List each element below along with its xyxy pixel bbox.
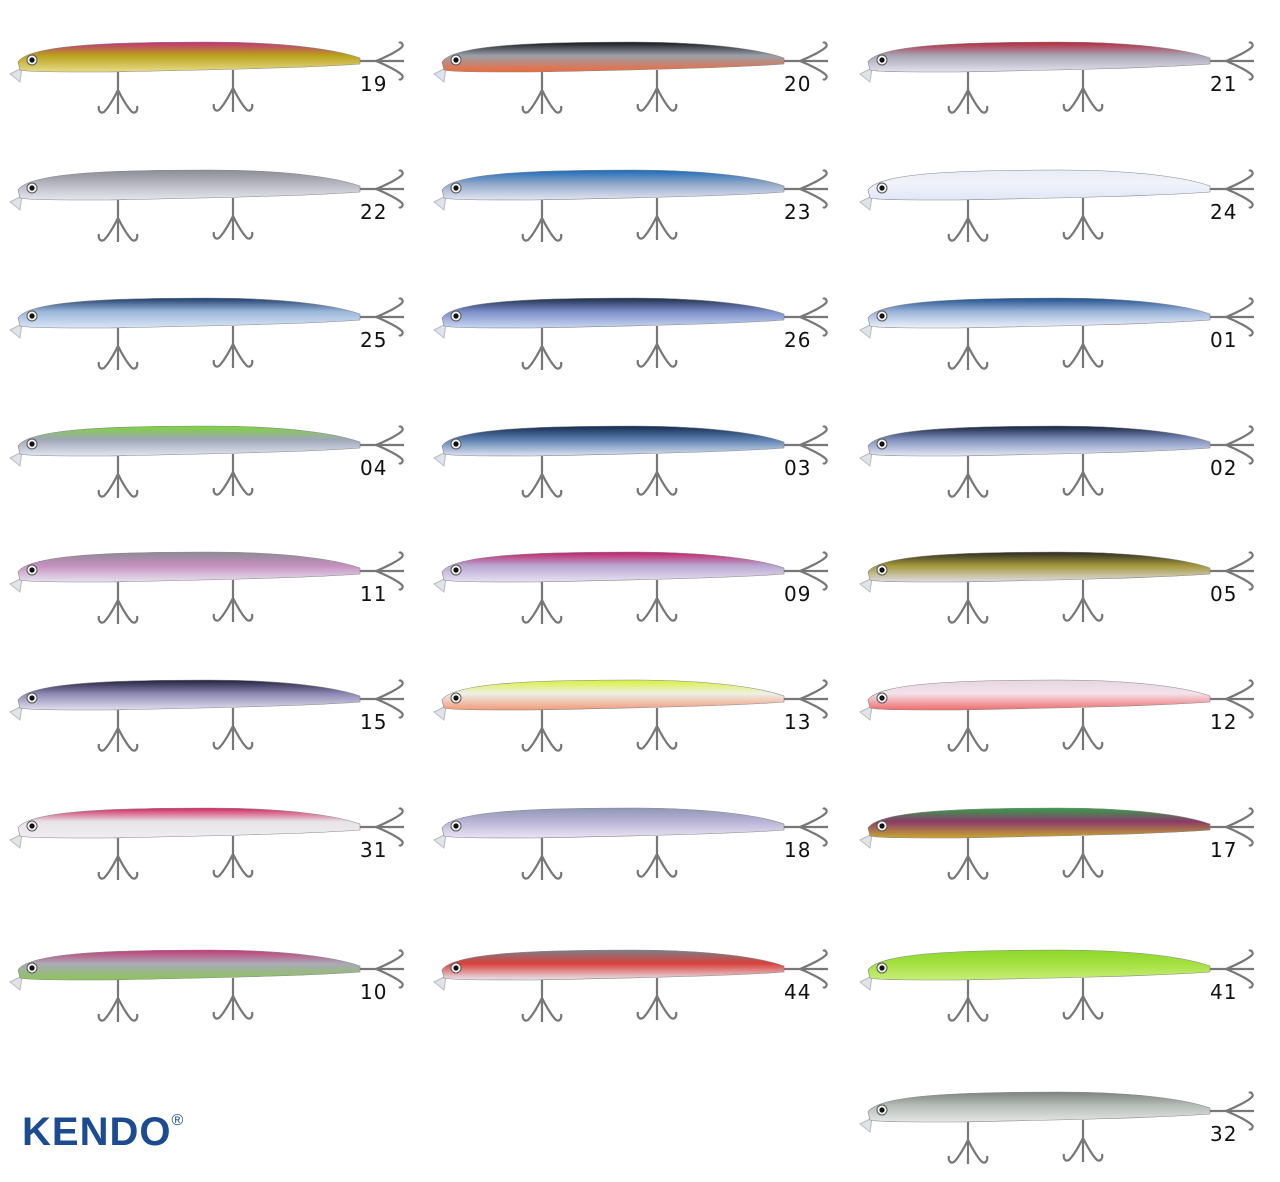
lure-17: 17 bbox=[858, 778, 1278, 898]
lure-image bbox=[433, 807, 828, 880]
lure-code: 04 bbox=[360, 456, 388, 480]
lure-image bbox=[9, 297, 404, 370]
lure-15: 15 bbox=[8, 650, 428, 770]
lure-image bbox=[9, 949, 404, 1022]
lure-code: 41 bbox=[1210, 980, 1238, 1004]
lure-image bbox=[859, 297, 1254, 370]
lure-code: 18 bbox=[784, 838, 812, 862]
lure-19: 19 bbox=[8, 12, 428, 132]
brand-logo: KENDO® bbox=[22, 1110, 185, 1154]
lure-05: 05 bbox=[858, 522, 1278, 642]
lure-image bbox=[859, 679, 1254, 752]
lure-image bbox=[9, 169, 404, 242]
lure-20: 20 bbox=[432, 12, 852, 132]
lure-code: 10 bbox=[360, 980, 388, 1004]
lure-44: 44 bbox=[432, 920, 852, 1040]
lure-26: 26 bbox=[432, 268, 852, 388]
lure-13: 13 bbox=[432, 650, 852, 770]
lure-image bbox=[9, 679, 404, 752]
lure-code: 22 bbox=[360, 200, 388, 224]
lure-10: 10 bbox=[8, 920, 428, 1040]
lure-code: 15 bbox=[360, 710, 388, 734]
lure-image bbox=[9, 41, 404, 114]
lure-image bbox=[433, 425, 828, 498]
lure-21: 21 bbox=[858, 12, 1278, 132]
lure-image bbox=[859, 807, 1254, 880]
lure-image bbox=[859, 551, 1254, 624]
lure-code: 19 bbox=[360, 72, 388, 96]
lure-32: 32 bbox=[858, 1062, 1278, 1182]
lure-code: 13 bbox=[784, 710, 812, 734]
lure-code: 23 bbox=[784, 200, 812, 224]
lure-23: 23 bbox=[432, 140, 852, 260]
lure-code: 17 bbox=[1210, 838, 1238, 862]
lure-image bbox=[433, 551, 828, 624]
lure-01: 01 bbox=[858, 268, 1278, 388]
lure-code: 32 bbox=[1210, 1122, 1238, 1146]
lure-image bbox=[859, 169, 1254, 242]
lure-image bbox=[433, 949, 828, 1022]
lure-image bbox=[859, 949, 1254, 1022]
lure-code: 09 bbox=[784, 582, 812, 606]
lure-image bbox=[9, 425, 404, 498]
lure-41: 41 bbox=[858, 920, 1278, 1040]
lure-image bbox=[433, 297, 828, 370]
lure-04: 04 bbox=[8, 396, 428, 516]
lure-11: 11 bbox=[8, 522, 428, 642]
lure-03: 03 bbox=[432, 396, 852, 516]
lure-code: 11 bbox=[360, 582, 388, 606]
lure-code: 44 bbox=[784, 980, 812, 1004]
lure-code: 24 bbox=[1210, 200, 1238, 224]
lure-code: 02 bbox=[1210, 456, 1238, 480]
lure-22: 22 bbox=[8, 140, 428, 260]
lure-31: 31 bbox=[8, 778, 428, 898]
lure-18: 18 bbox=[432, 778, 852, 898]
lure-image bbox=[859, 41, 1254, 114]
lure-09: 09 bbox=[432, 522, 852, 642]
lure-code: 31 bbox=[360, 838, 388, 862]
lure-image bbox=[433, 679, 828, 752]
lure-code: 25 bbox=[360, 328, 388, 352]
lure-image bbox=[433, 169, 828, 242]
lure-code: 12 bbox=[1210, 710, 1238, 734]
lure-code: 01 bbox=[1210, 328, 1238, 352]
lure-24: 24 bbox=[858, 140, 1278, 260]
lure-code: 21 bbox=[1210, 72, 1238, 96]
lure-25: 25 bbox=[8, 268, 428, 388]
lure-code: 26 bbox=[784, 328, 812, 352]
lure-image bbox=[859, 1091, 1254, 1164]
lure-image bbox=[9, 551, 404, 624]
lure-12: 12 bbox=[858, 650, 1278, 770]
lure-code: 20 bbox=[784, 72, 812, 96]
lure-code: 05 bbox=[1210, 582, 1238, 606]
lure-02: 02 bbox=[858, 396, 1278, 516]
lure-image bbox=[859, 425, 1254, 498]
lure-image bbox=[433, 41, 828, 114]
lure-image bbox=[9, 807, 404, 880]
lure-code: 03 bbox=[784, 456, 812, 480]
